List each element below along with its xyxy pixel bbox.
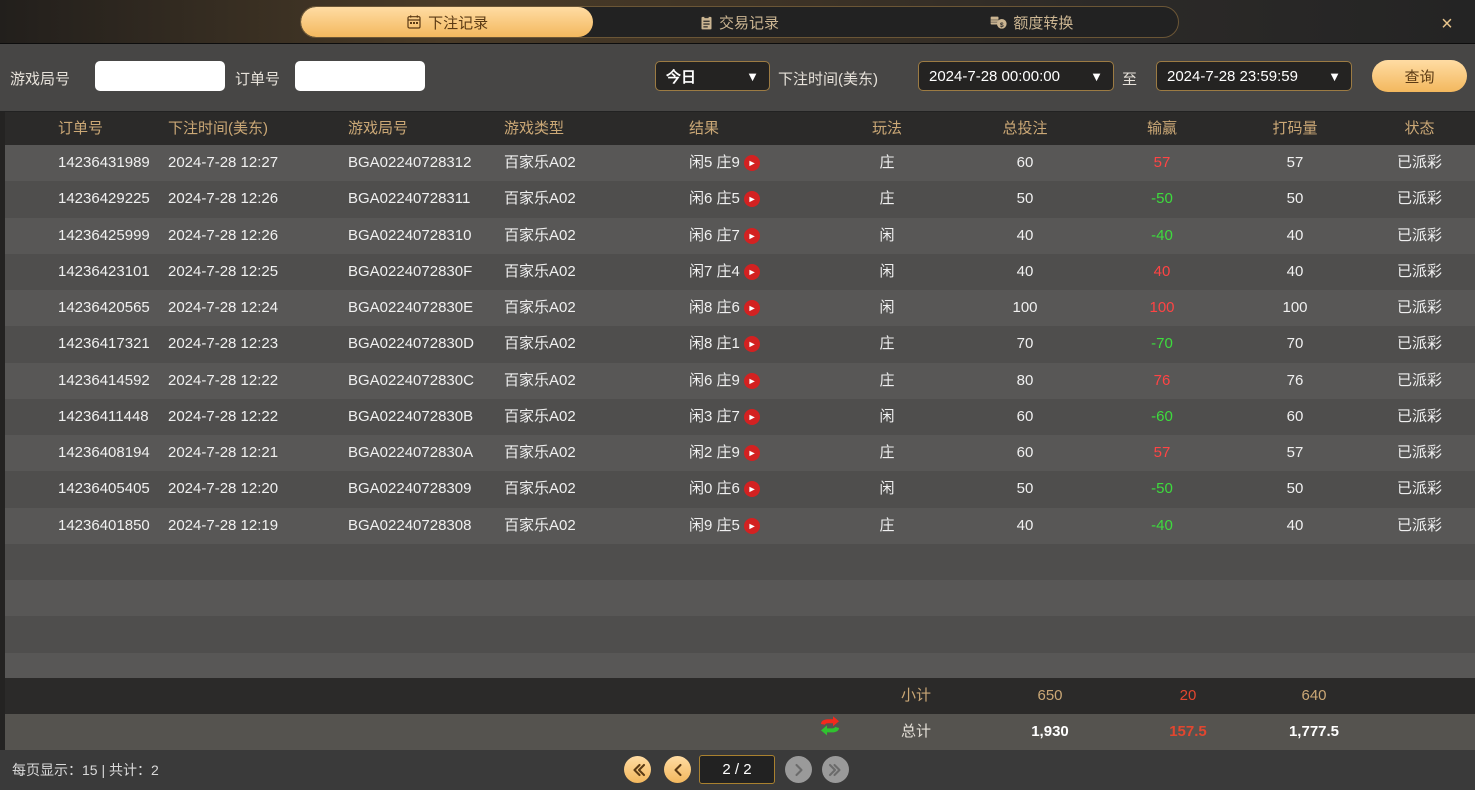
svg-text:$: $ bbox=[1000, 21, 1004, 28]
